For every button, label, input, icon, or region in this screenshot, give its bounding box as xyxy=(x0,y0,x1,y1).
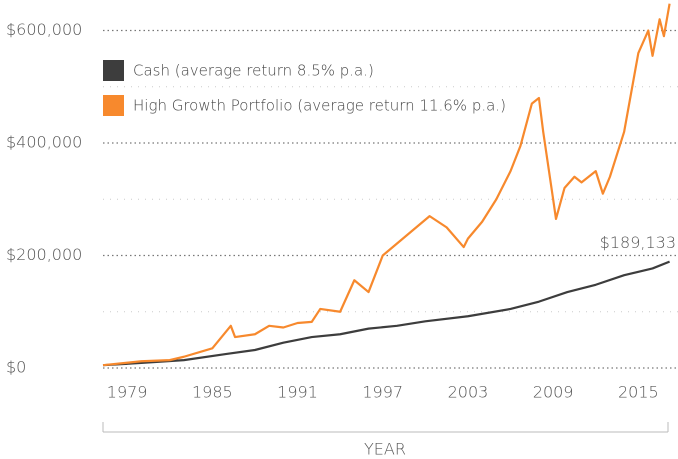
x-tick-label: 2015 xyxy=(618,383,659,402)
legend-swatch xyxy=(103,95,124,116)
end-label: $189,133 xyxy=(600,233,676,252)
x-tick-label: 2003 xyxy=(448,383,489,402)
y-tick-label: $0 xyxy=(6,358,26,377)
x-tick-label: 1997 xyxy=(362,383,403,402)
legend-text: High Growth Portfolio (average return 11… xyxy=(133,97,506,115)
line-series xyxy=(102,3,671,367)
legend-text: Cash (average return 8.5% p.a.) xyxy=(133,62,374,80)
y-tick-label: $200,000 xyxy=(6,245,82,264)
y-tick-label: $400,000 xyxy=(6,133,82,152)
grid xyxy=(103,29,678,369)
x-tick-label: 1985 xyxy=(192,383,233,402)
x-tick-label: 1979 xyxy=(107,383,148,402)
x-tick-label: 2009 xyxy=(533,383,574,402)
line-series xyxy=(102,260,670,367)
x-axis-label: YEAR xyxy=(364,440,406,459)
x-tick-label: 1991 xyxy=(277,383,318,402)
legend-swatch xyxy=(103,60,124,81)
y-tick-label: $600,000 xyxy=(6,20,82,39)
